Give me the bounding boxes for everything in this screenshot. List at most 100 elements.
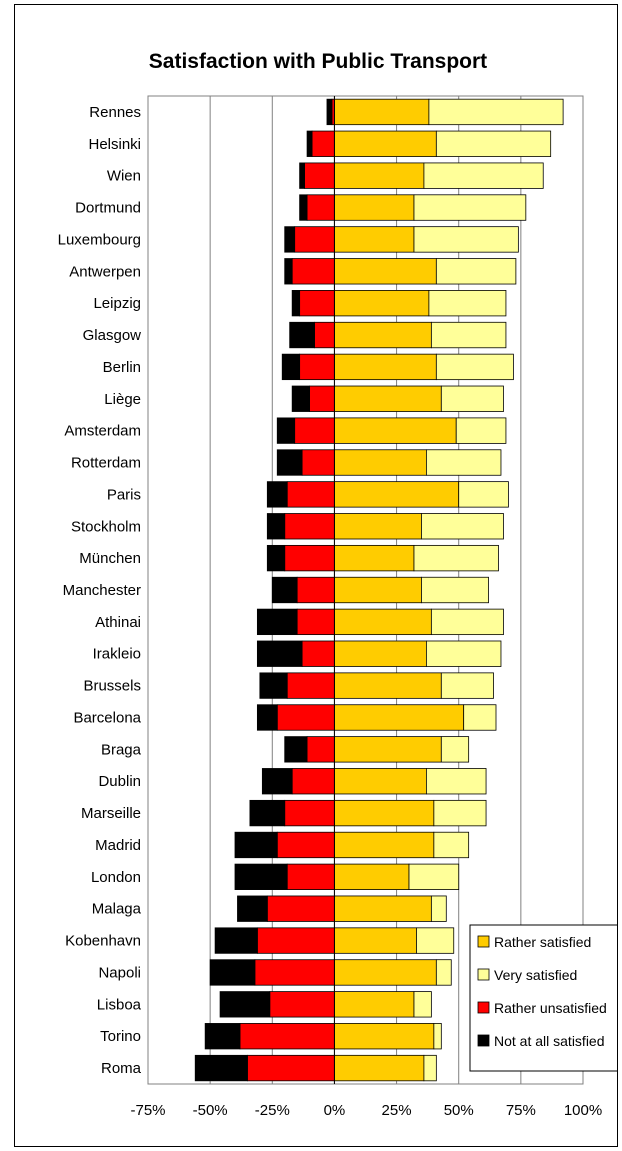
bar-segment (219, 991, 271, 1018)
legend-swatch (477, 935, 490, 948)
bar-segment (455, 417, 507, 444)
bar-segment (334, 640, 427, 667)
category-label: Napoli (98, 964, 141, 981)
category-label: Wien (107, 168, 141, 185)
bar-segment (306, 130, 313, 157)
bar-segment (296, 576, 335, 604)
x-tick-label: 100% (564, 1102, 602, 1119)
bar-segment (314, 321, 335, 349)
bar-segment (239, 1023, 335, 1050)
category-label: München (79, 550, 141, 567)
bar-segment (326, 98, 333, 126)
category-label: Athinai (95, 614, 141, 631)
bar-segment (284, 736, 308, 763)
category-label: Helsinki (88, 136, 141, 153)
legend-box (469, 924, 617, 1072)
bar-segment (214, 927, 258, 954)
bar-segment (421, 513, 504, 540)
bar-segment (296, 608, 335, 636)
bar-segment (435, 258, 517, 285)
bar-segment (413, 544, 499, 572)
x-tick-label: 0% (324, 1102, 346, 1119)
bar-segment (334, 927, 417, 954)
bar-segment (281, 353, 301, 381)
bar-segment (291, 290, 301, 317)
bar-segment (266, 544, 286, 572)
bar-segment (435, 959, 452, 986)
bar-segment (284, 258, 293, 285)
category-label: Barcelona (73, 709, 141, 726)
bar-segment (334, 576, 422, 604)
bar-segment (416, 927, 455, 954)
bar-segment (334, 194, 415, 221)
bar-segment (247, 1054, 335, 1082)
bar-segment (334, 768, 427, 795)
bar-segment (204, 1023, 241, 1050)
bar-segment (334, 831, 435, 859)
bar-segment (256, 608, 298, 636)
bar-segment (425, 449, 502, 476)
bar-segment (256, 640, 303, 667)
bar-segment (294, 417, 335, 444)
category-label: Lisboa (97, 996, 142, 1013)
bar-segment (276, 831, 335, 859)
legend-label: Rather satisfied (494, 934, 591, 950)
bar-segment (433, 831, 470, 859)
category-label: London (91, 869, 141, 886)
chart-frame: Satisfaction with Public Transport Renne… (14, 4, 618, 1147)
bar-segment (309, 385, 335, 412)
category-label: Torino (100, 1028, 141, 1045)
x-tick-label: -75% (130, 1102, 165, 1119)
bar-segment (440, 736, 470, 763)
bar-segment (286, 481, 335, 508)
bar-segment (299, 162, 305, 189)
bar-segment (334, 226, 415, 253)
bar-segment (440, 672, 494, 699)
bar-segment (284, 799, 335, 827)
bar-segment (413, 991, 432, 1018)
bar-segment (261, 768, 293, 795)
legend-swatch (477, 1034, 490, 1047)
chart-svg: Satisfaction with Public Transport Renne… (58, 50, 617, 1119)
bars-layer (194, 96, 564, 1084)
category-label: Leipzig (93, 295, 141, 312)
bar-segment (334, 1054, 425, 1082)
bar-segment (294, 226, 335, 253)
bar-segment (423, 1054, 437, 1082)
x-tick-labels: -75% -50% -25% 0% 25% 50% 75% 100% (130, 1102, 602, 1119)
category-label: Glasgow (83, 327, 142, 344)
bar-segment (306, 194, 335, 221)
bar-segment (269, 991, 335, 1018)
legend-swatch (477, 1001, 490, 1014)
bar-segment (334, 513, 422, 540)
bar-segment (291, 258, 335, 285)
bar-segment (433, 799, 487, 827)
category-labels: Rennes Helsinki Wien Dortmund Luxembourg Antw… (58, 104, 142, 1077)
bar-segment (299, 290, 335, 317)
x-tick-label: -50% (193, 1102, 228, 1119)
bar-segment (306, 736, 335, 763)
bar-segment (259, 672, 288, 699)
bar-segment (334, 417, 457, 444)
bar-segment (284, 226, 296, 253)
bar-segment (284, 513, 335, 540)
x-tick-label: 25% (382, 1102, 412, 1119)
legend: Rather satisfied Very satisfied Rather uns… (469, 924, 617, 1072)
plot-area (147, 95, 584, 1085)
bar-segment (291, 768, 335, 795)
category-label: Kobenhavn (65, 933, 141, 950)
category-label: Luxembourg (58, 231, 141, 248)
category-label: Marseille (81, 805, 141, 822)
category-label: Brussels (83, 678, 141, 695)
bar-segment (271, 576, 298, 604)
bar-segment (435, 353, 514, 381)
bar-segment (413, 194, 527, 221)
bar-segment (430, 608, 504, 636)
category-label: Malaga (92, 901, 142, 918)
bar-segment (433, 1023, 442, 1050)
category-label: Dortmund (75, 200, 141, 217)
category-label: Braga (101, 741, 142, 758)
x-tick-label: -25% (255, 1102, 290, 1119)
bar-segment (425, 768, 487, 795)
x-tick-label: 75% (506, 1102, 536, 1119)
